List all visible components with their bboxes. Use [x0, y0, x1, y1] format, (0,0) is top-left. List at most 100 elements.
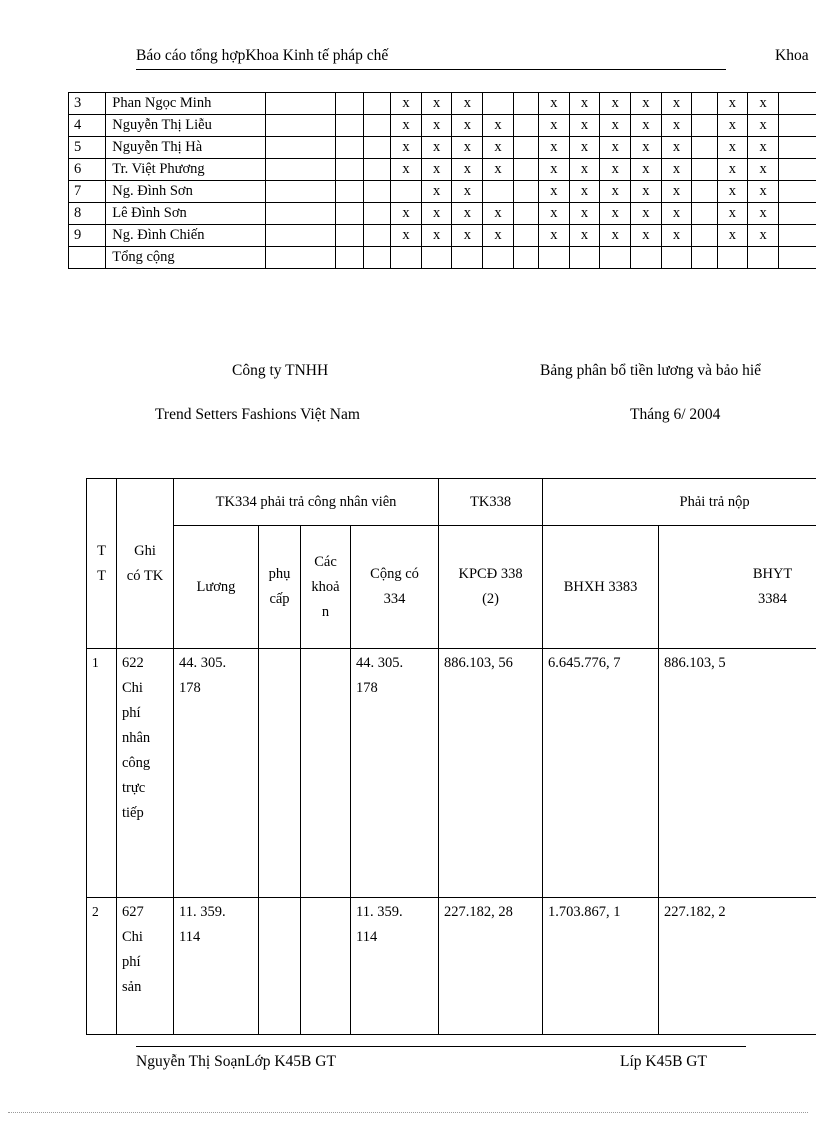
- attendance-mark: [335, 136, 364, 159]
- attendance-mark: [265, 158, 337, 181]
- row-luong: 11. 359. 114: [173, 897, 259, 1035]
- attendance-mark: x: [716, 92, 749, 115]
- attendance-mark: [265, 114, 337, 137]
- attendance-mark: [335, 202, 364, 225]
- table-row: 7 Ng. Đình Sơn x x x x x x x x x: [67, 180, 816, 203]
- attendance-mark: x: [716, 224, 749, 247]
- row-number: 6: [67, 158, 107, 181]
- attendance-mark: x: [660, 224, 693, 247]
- attendance-mark: x: [747, 202, 779, 225]
- employee-name: Tr. Việt Phương: [105, 158, 267, 181]
- header-left-text: Báo cáo tổng hợpKhoa Kinh tế pháp chế: [136, 45, 726, 70]
- header-group-tk338: TK338: [438, 478, 544, 526]
- attendance-mark: [512, 246, 540, 269]
- attendance-mark: x: [599, 92, 632, 115]
- attendance-mark: [691, 92, 718, 115]
- attendance-mark: x: [451, 92, 484, 115]
- header-luong: Lương: [173, 525, 259, 649]
- attendance-mark: x: [630, 158, 662, 181]
- attendance-mark: x: [420, 92, 453, 115]
- attendance-mark: x: [630, 114, 662, 137]
- row-number: 8: [67, 202, 107, 225]
- attendance-mark: [512, 202, 540, 225]
- attendance-mark: [362, 180, 392, 203]
- employee-name: Lê Đình Sơn: [105, 202, 267, 225]
- attendance-mark: [512, 158, 540, 181]
- attendance-mark: x: [420, 202, 453, 225]
- attendance-mark: x: [568, 202, 601, 225]
- row-cong-co-334: 44. 305. 178: [349, 648, 440, 898]
- attendance-mark: [265, 246, 337, 269]
- employee-name: Ng. Đình Chiến: [105, 224, 267, 247]
- row-kpcd-338: 227.182, 28: [438, 897, 544, 1035]
- row-bhyt-3384: 886.103, 5: [658, 648, 816, 898]
- attendance-mark: x: [538, 224, 570, 247]
- attendance-mark: x: [538, 92, 570, 115]
- attendance-mark: x: [390, 114, 422, 137]
- table-row: 3 Phan Ngọc Minh x x x x x x x x x x: [67, 92, 816, 115]
- row-cac-khoan: [300, 897, 351, 1035]
- attendance-mark: x: [390, 202, 422, 225]
- row-bhxh-3383: 1.703.867, 1: [542, 897, 660, 1035]
- header-bhyt-3384: BHYT 3384: [658, 525, 816, 649]
- attendance-mark: [362, 158, 392, 181]
- table-row: 5 Nguyễn Thị Hà x x x x x x x x x x x: [67, 136, 816, 159]
- attendance-mark: [691, 136, 718, 159]
- attendance-table-body: 3 Phan Ngọc Minh x x x x x x x x x x 4 Nguyễn Thị Liễ…: [67, 92, 816, 269]
- attendance-mark: x: [390, 224, 422, 247]
- attendance-mark: x: [482, 202, 514, 225]
- attendance-table: 3 Phan Ngọc Minh x x x x x x x x x x 4 Nguyễn Thị Liễ…: [67, 92, 816, 269]
- attendance-mark: [362, 224, 392, 247]
- row-bhyt-3384: 227.182, 2: [658, 897, 816, 1035]
- row-number: 5: [67, 136, 107, 159]
- attendance-mark: x: [660, 158, 693, 181]
- attendance-mark: [265, 136, 337, 159]
- payroll-header-row-2: Lương phụ cấp Các khoả n Cộng có 334 KPC…: [87, 525, 816, 649]
- attendance-mark: [362, 92, 392, 115]
- attendance-mark: x: [716, 202, 749, 225]
- attendance-mark: x: [538, 136, 570, 159]
- attendance-mark: [482, 180, 514, 203]
- attendance-mark: x: [660, 202, 693, 225]
- attendance-mark: [482, 92, 514, 115]
- attendance-mark: [777, 158, 816, 181]
- footer-rule: [136, 1046, 746, 1047]
- attendance-mark: [777, 202, 816, 225]
- attendance-mark: [660, 246, 693, 269]
- attendance-mark: [777, 114, 816, 137]
- header-bhxh-3383: BHXH 3383: [542, 525, 660, 649]
- company-name-sub: Trend Setters Fashions Việt Nam: [155, 406, 360, 423]
- attendance-mark: x: [482, 158, 514, 181]
- attendance-mark: x: [599, 158, 632, 181]
- attendance-mark: [568, 246, 601, 269]
- attendance-mark: x: [630, 224, 662, 247]
- attendance-mark: [691, 180, 718, 203]
- attendance-mark: [747, 246, 779, 269]
- attendance-mark: x: [716, 180, 749, 203]
- bottom-running-footer: Nguyễn Thị SoạnLớp K45B GT Líp K45B GT: [0, 1046, 816, 1086]
- attendance-mark: x: [747, 136, 779, 159]
- attendance-mark: [630, 246, 662, 269]
- attendance-mark: x: [568, 158, 601, 181]
- company-name: Công ty TNHH: [232, 362, 329, 379]
- attendance-mark: [777, 224, 816, 247]
- attendance-mark: [335, 92, 364, 115]
- page-bottom-edge: [8, 1112, 808, 1113]
- attendance-mark: x: [568, 136, 601, 159]
- attendance-mark: x: [538, 114, 570, 137]
- mid-title-block: Công ty TNHH Bảng phân bổ tiền lương và …: [0, 360, 816, 440]
- header-cac-khoan: Các khoả n: [300, 525, 351, 649]
- attendance-mark: [335, 224, 364, 247]
- payroll-table: T T Ghi có TK TK334 phải trả công nhân v…: [86, 478, 816, 1035]
- attendance-mark: x: [451, 114, 484, 137]
- attendance-mark: x: [630, 92, 662, 115]
- employee-name: Nguyễn Thị Hà: [105, 136, 267, 159]
- attendance-mark: [390, 180, 422, 203]
- attendance-mark: [512, 180, 540, 203]
- row-cac-khoan: [300, 648, 351, 898]
- header-phu-cap: phụ cấp: [258, 525, 301, 649]
- attendance-mark: x: [630, 180, 662, 203]
- table-row: Tổng cộng: [67, 246, 816, 269]
- attendance-mark: x: [716, 136, 749, 159]
- attendance-mark: [691, 246, 718, 269]
